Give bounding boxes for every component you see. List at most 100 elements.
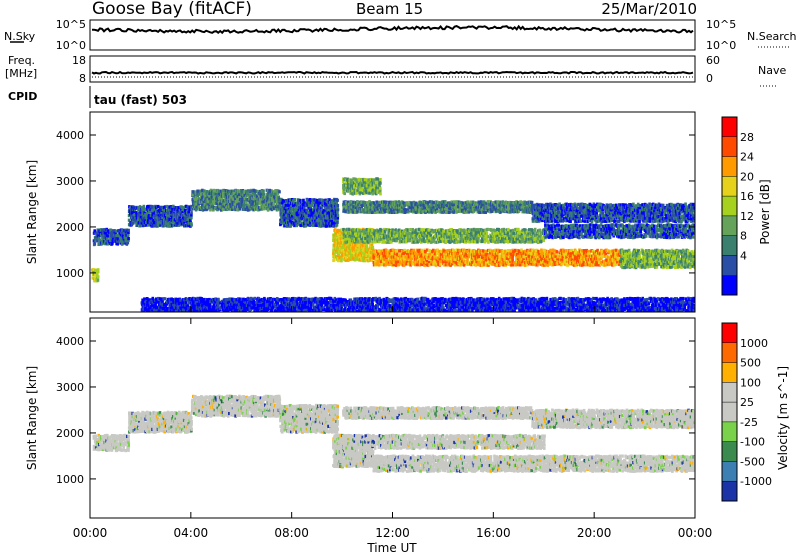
data-cell <box>336 204 340 208</box>
data-cell <box>177 210 181 215</box>
freq-trace <box>91 70 694 75</box>
data-cell <box>283 203 286 207</box>
data-cell <box>116 233 119 237</box>
data-cell <box>156 204 160 209</box>
data-cell <box>334 199 337 203</box>
data-cell <box>365 258 368 262</box>
data-cell <box>196 194 200 198</box>
data-cell <box>349 244 353 248</box>
data-cell <box>166 211 170 215</box>
data-cell <box>190 211 193 215</box>
data-cell <box>98 236 101 240</box>
data-cell <box>270 208 274 212</box>
data-cell <box>327 208 330 212</box>
nsearch-tick-bottom: 10^0 <box>706 39 736 52</box>
data-cell <box>279 203 282 208</box>
data-cell <box>234 202 237 206</box>
data-cell <box>101 228 104 232</box>
data-cell <box>347 240 351 244</box>
data-cell <box>286 211 290 215</box>
data-cell <box>181 210 184 214</box>
data-cell <box>272 205 275 209</box>
data-cell <box>341 253 344 257</box>
data-cell <box>165 204 169 209</box>
data-cell <box>228 199 232 203</box>
data-cell <box>307 211 311 215</box>
data-cell <box>271 202 274 206</box>
data-cell <box>130 211 134 215</box>
data-cell <box>272 203 275 207</box>
data-cell <box>374 260 377 264</box>
data-cell <box>340 251 344 255</box>
data-cell <box>202 192 206 196</box>
data-cell <box>318 198 321 202</box>
data-cell <box>201 195 205 199</box>
data-cell <box>310 211 313 215</box>
data-cell <box>333 243 336 247</box>
data-cell <box>189 218 192 223</box>
data-cell <box>298 215 301 219</box>
data-cell <box>362 246 366 250</box>
data-cell <box>111 242 114 246</box>
data-cell <box>175 213 179 217</box>
data-cell <box>369 243 372 248</box>
data-cell <box>145 211 149 215</box>
data-cell <box>362 243 365 247</box>
data-cell <box>358 248 361 252</box>
data-cell <box>272 206 276 211</box>
data-cell <box>274 200 277 204</box>
data-cell <box>267 191 271 195</box>
data-cell <box>166 224 170 228</box>
data-cell <box>371 248 375 252</box>
data-cell <box>310 208 313 212</box>
data-cell <box>370 258 374 262</box>
data-cell <box>354 246 358 250</box>
data-cell <box>276 191 280 196</box>
data-cell <box>127 237 130 241</box>
data-cell <box>549 248 552 252</box>
data-cell <box>342 250 346 254</box>
data-cell <box>365 246 369 250</box>
data-cell <box>140 206 144 210</box>
data-cell <box>118 236 122 240</box>
data-cell <box>240 194 244 198</box>
data-cell <box>194 195 198 199</box>
data-cell <box>284 210 288 214</box>
data-cell <box>220 208 223 212</box>
data-cell <box>298 210 301 215</box>
data-cell <box>252 199 255 203</box>
data-cell <box>181 207 185 212</box>
data-cell <box>358 246 361 250</box>
freq-tick-bottom: 8 <box>79 72 86 85</box>
data-cell <box>293 198 297 202</box>
data-cell <box>297 201 300 205</box>
data-cell <box>177 223 181 227</box>
data-cell <box>96 239 99 243</box>
data-cell <box>289 221 292 225</box>
data-cell <box>252 197 256 201</box>
data-cell <box>218 204 221 208</box>
data-cell <box>332 258 336 262</box>
data-cell <box>118 234 121 238</box>
data-cell <box>292 221 296 225</box>
data-cell <box>243 190 246 194</box>
data-cell <box>209 201 212 205</box>
data-cell <box>356 243 359 248</box>
data-cell <box>194 199 198 203</box>
data-cell <box>146 223 150 227</box>
nsky-label: N.Sky <box>4 30 36 43</box>
data-cell <box>237 192 241 197</box>
data-cell <box>238 207 242 211</box>
data-cell <box>375 257 378 261</box>
data-cell <box>231 189 235 193</box>
data-cell <box>209 188 213 192</box>
data-cell <box>126 241 130 245</box>
data-cell <box>98 238 102 242</box>
data-cell <box>308 213 311 217</box>
freq-units: [MHz] <box>5 67 37 80</box>
data-cell <box>332 236 335 240</box>
data-cell <box>127 228 130 232</box>
data-cell <box>384 263 387 267</box>
data-cell <box>297 203 300 208</box>
data-cell <box>236 197 239 201</box>
